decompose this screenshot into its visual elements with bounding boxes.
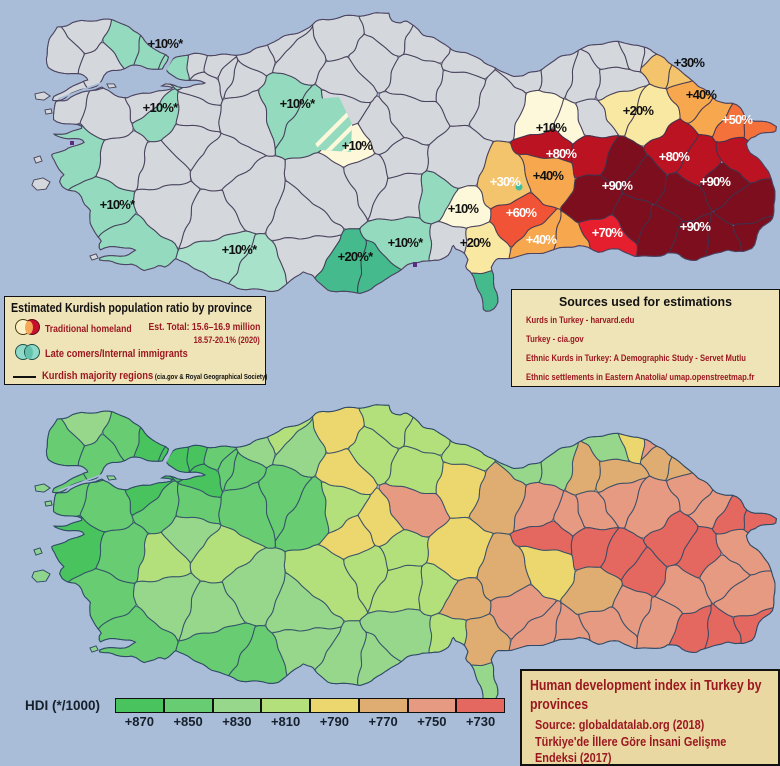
svg-text:+30%: +30%: [490, 174, 522, 189]
svg-text:+10%*: +10%*: [143, 100, 179, 115]
svg-text:+10%*: +10%*: [148, 36, 184, 51]
svg-text:+80%: +80%: [546, 146, 578, 161]
svg-text:+20%*: +20%*: [338, 249, 374, 264]
svg-text:+40%: +40%: [686, 87, 718, 102]
svg-text:+10%*: +10%*: [280, 96, 316, 111]
svg-text:+40%: +40%: [533, 168, 565, 183]
svg-text:+90%: +90%: [700, 174, 732, 189]
svg-text:+20%: +20%: [460, 235, 492, 250]
svg-text:+10%: +10%: [448, 201, 480, 216]
svg-text:+90%: +90%: [680, 219, 712, 234]
svg-text:+10%*: +10%*: [222, 242, 258, 257]
svg-text:+70%: +70%: [592, 225, 624, 240]
svg-text:+50%: +50%: [722, 112, 754, 127]
svg-text:+10%*: +10%*: [100, 197, 136, 212]
svg-text:+40%: +40%: [526, 232, 558, 247]
svg-text:+30%: +30%: [674, 55, 706, 70]
svg-text:+90%: +90%: [602, 178, 634, 193]
svg-text:+10%: +10%: [536, 120, 568, 135]
svg-text:+80%: +80%: [659, 149, 691, 164]
svg-text:+60%: +60%: [506, 205, 538, 220]
svg-text:+10%*: +10%*: [388, 235, 424, 250]
svg-text:+20%: +20%: [623, 103, 655, 118]
svg-text:+10%: +10%: [342, 138, 374, 153]
